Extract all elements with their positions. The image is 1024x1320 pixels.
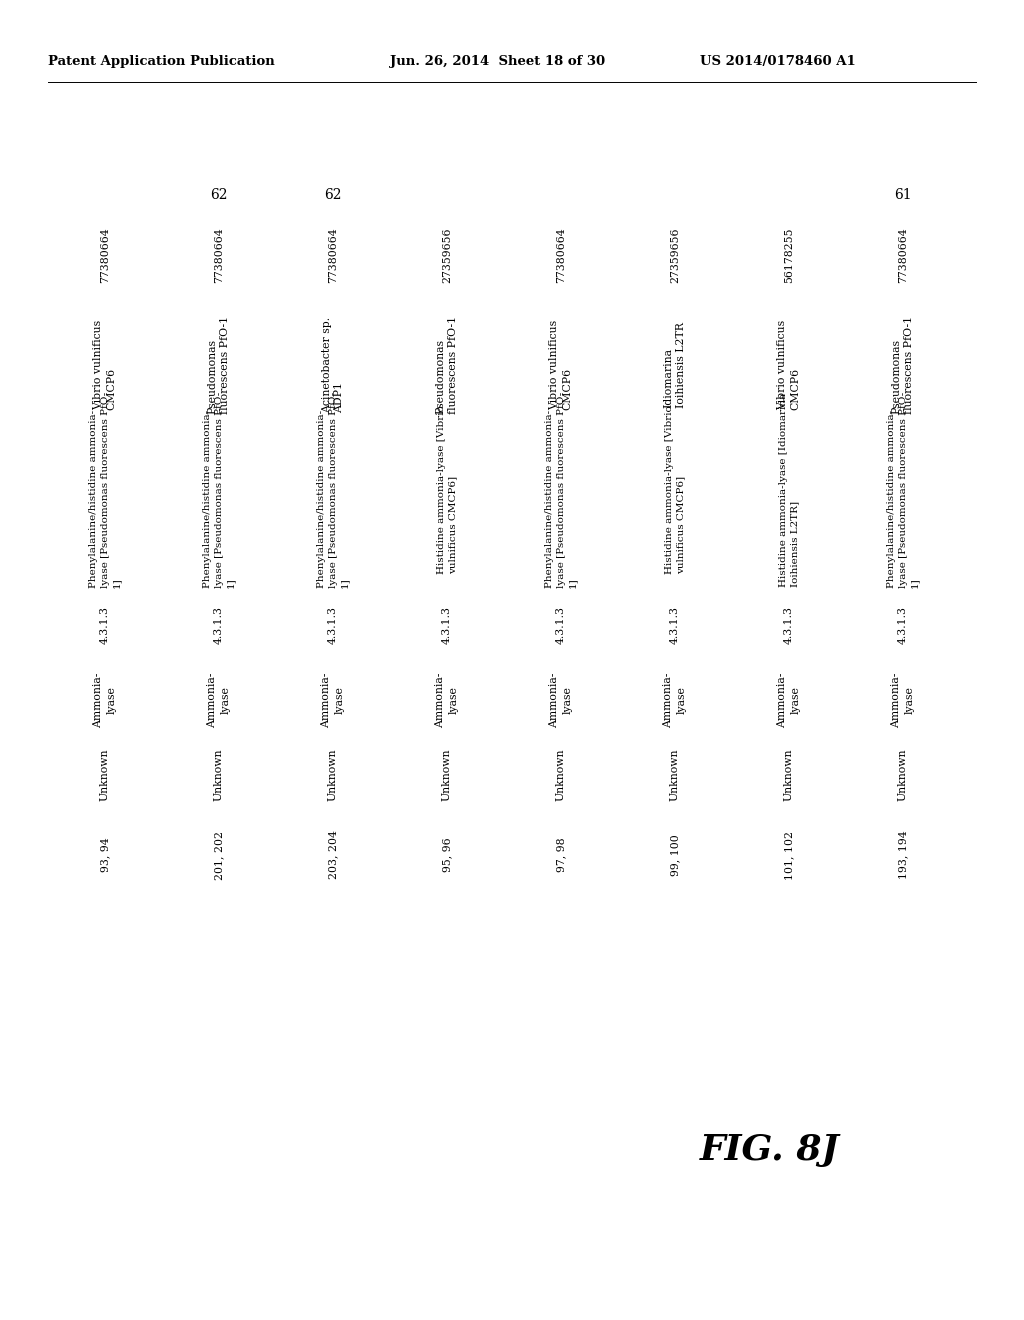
Text: Pseudomonas
fluorescens PfO-1: Pseudomonas fluorescens PfO-1 <box>208 315 230 414</box>
Text: 77380664: 77380664 <box>328 227 338 282</box>
Text: 4.3.1.3: 4.3.1.3 <box>214 606 224 644</box>
Text: Ammonia-
lyase: Ammonia- lyase <box>322 672 345 727</box>
Text: Unknown: Unknown <box>670 748 680 801</box>
Text: 77380664: 77380664 <box>214 227 224 282</box>
Text: Ammonia-
lyase: Ammonia- lyase <box>892 672 914 727</box>
Text: Pseudomonas
fluorescens PfO-1: Pseudomonas fluorescens PfO-1 <box>892 315 914 414</box>
Text: Phenylalanine/histidine ammonia-
lyase [Pseudomonas fluorescens PfO-
1]: Phenylalanine/histidine ammonia- lyase [… <box>89 392 121 589</box>
Text: Jun. 26, 2014  Sheet 18 of 30: Jun. 26, 2014 Sheet 18 of 30 <box>390 55 605 69</box>
Text: Vibrio vulnificus
CMCP6: Vibrio vulnificus CMCP6 <box>777 319 801 411</box>
Text: 4.3.1.3: 4.3.1.3 <box>784 606 794 644</box>
Text: Ammonia-
lyase: Ammonia- lyase <box>777 672 801 727</box>
Text: Unknown: Unknown <box>556 748 566 801</box>
Text: 27359656: 27359656 <box>670 227 680 282</box>
Text: 27359656: 27359656 <box>442 227 452 282</box>
Text: 4.3.1.3: 4.3.1.3 <box>670 606 680 644</box>
Text: Ammonia-
lyase: Ammonia- lyase <box>550 672 572 727</box>
Text: 77380664: 77380664 <box>898 227 908 282</box>
Text: 201, 202: 201, 202 <box>214 830 224 879</box>
Text: 101, 102: 101, 102 <box>784 830 794 879</box>
Text: 95, 96: 95, 96 <box>442 838 452 873</box>
Text: US 2014/0178460 A1: US 2014/0178460 A1 <box>700 55 856 69</box>
Text: 203, 204: 203, 204 <box>328 830 338 879</box>
Text: Histidine ammonia-lyase [Idiomarina
Ioihiensis L2TR]: Histidine ammonia-lyase [Idiomarina Ioih… <box>779 393 799 587</box>
Text: Ammonia-
lyase: Ammonia- lyase <box>93 672 117 727</box>
Text: Idiomarina
Ioihiensis L2TR: Idiomarina Ioihiensis L2TR <box>664 322 686 408</box>
Text: Vibrio vulnificus
CMCP6: Vibrio vulnificus CMCP6 <box>550 319 572 411</box>
Text: Vibrio vulnificus
CMCP6: Vibrio vulnificus CMCP6 <box>93 319 117 411</box>
Text: Phenylalanine/histidine ammonia-
lyase [Pseudomonas fluorescens PfO-
1]: Phenylalanine/histidine ammonia- lyase [… <box>203 392 234 589</box>
Text: 56178255: 56178255 <box>784 227 794 282</box>
Text: Phenylalanine/histidine ammonia-
lyase [Pseudomonas fluorescens PfO-
1]: Phenylalanine/histidine ammonia- lyase [… <box>887 392 919 589</box>
Text: 4.3.1.3: 4.3.1.3 <box>898 606 908 644</box>
Text: 77380664: 77380664 <box>556 227 566 282</box>
Text: Acinetobacter sp.
ADP1: Acinetobacter sp. ADP1 <box>322 317 344 413</box>
Text: 62: 62 <box>210 187 227 202</box>
Text: Unknown: Unknown <box>442 748 452 801</box>
Text: Phenylalanine/histidine ammonia-
lyase [Pseudomonas fluorescens PfO-
1]: Phenylalanine/histidine ammonia- lyase [… <box>317 392 349 589</box>
Text: Unknown: Unknown <box>328 748 338 801</box>
Text: Phenylalanine/histidine ammonia-
lyase [Pseudomonas fluorescens PfO-
1]: Phenylalanine/histidine ammonia- lyase [… <box>545 392 577 589</box>
Text: Histidine ammonia-lyase [Vibrio
vulnificus CMCP6]: Histidine ammonia-lyase [Vibrio vulnific… <box>437 405 458 574</box>
Text: Histidine ammonia-lyase [Vibrio
vulnificus CMCP6]: Histidine ammonia-lyase [Vibrio vulnific… <box>665 405 685 574</box>
Text: 4.3.1.3: 4.3.1.3 <box>100 606 110 644</box>
Text: 62: 62 <box>325 187 342 202</box>
Text: 193, 194: 193, 194 <box>898 830 908 879</box>
Text: 77380664: 77380664 <box>100 227 110 282</box>
Text: FIG. 8J: FIG. 8J <box>700 1133 840 1167</box>
Text: Pseudomonas
fluorescens PfO-1: Pseudomonas fluorescens PfO-1 <box>435 315 459 414</box>
Text: 61: 61 <box>894 187 911 202</box>
Text: 4.3.1.3: 4.3.1.3 <box>328 606 338 644</box>
Text: Ammonia-
lyase: Ammonia- lyase <box>208 672 230 727</box>
Text: 4.3.1.3: 4.3.1.3 <box>442 606 452 644</box>
Text: Unknown: Unknown <box>214 748 224 801</box>
Text: Ammonia-
lyase: Ammonia- lyase <box>664 672 687 727</box>
Text: Ammonia-
lyase: Ammonia- lyase <box>435 672 459 727</box>
Text: Unknown: Unknown <box>784 748 794 801</box>
Text: Unknown: Unknown <box>898 748 908 801</box>
Text: 93, 94: 93, 94 <box>100 838 110 873</box>
Text: 4.3.1.3: 4.3.1.3 <box>556 606 566 644</box>
Text: Unknown: Unknown <box>100 748 110 801</box>
Text: 97, 98: 97, 98 <box>556 838 566 873</box>
Text: Patent Application Publication: Patent Application Publication <box>48 55 274 69</box>
Text: 99, 100: 99, 100 <box>670 834 680 876</box>
